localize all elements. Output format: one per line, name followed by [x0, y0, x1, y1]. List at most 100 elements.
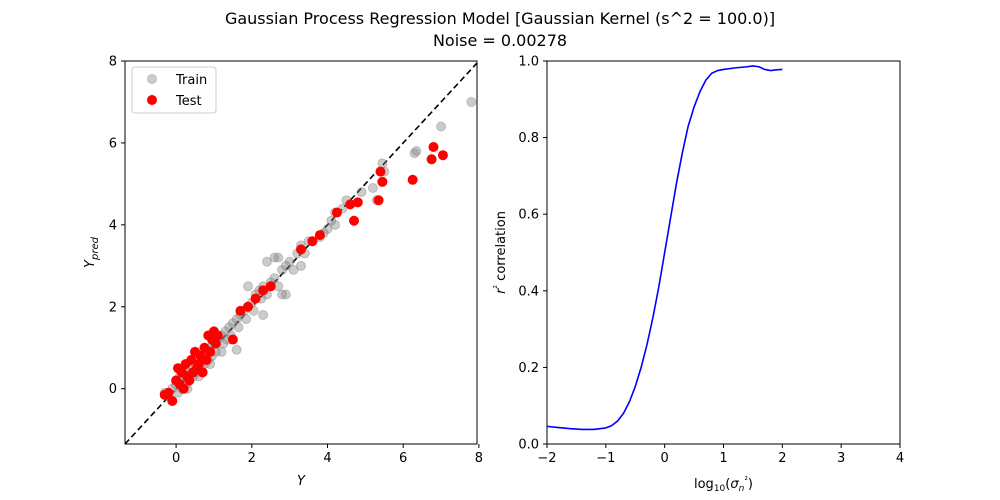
test-point-10 [184, 375, 195, 386]
train-point-87 [280, 289, 291, 300]
test-point-40 [375, 166, 386, 177]
train-point-80 [269, 252, 280, 263]
test-point-43 [426, 154, 437, 165]
line-xlabel-log: log [694, 477, 714, 492]
test-point-37 [348, 215, 359, 226]
train-point-30 [224, 322, 235, 333]
train-point-84 [330, 219, 341, 230]
test-point-42 [407, 174, 418, 185]
legend-label-train: Train [175, 73, 207, 88]
test-point-33 [307, 236, 318, 247]
line-ylabel: r² correlation [493, 211, 509, 294]
train-point-50 [280, 260, 291, 271]
train-point-63 [356, 187, 367, 198]
line-xtick-label-6: 4 [896, 451, 904, 466]
test-point-44 [428, 142, 439, 153]
test-point-17 [197, 367, 208, 378]
line-xtick-label-5: 3 [837, 451, 845, 466]
line-ylabel-r: r [494, 287, 509, 294]
test-point-38 [352, 197, 363, 208]
train-point-88 [243, 281, 254, 292]
line-xtick-label-1: −1 [596, 451, 615, 466]
figure-title-line1: Gaussian Process Regression Model [Gauss… [225, 9, 775, 28]
train-point-76 [216, 346, 227, 357]
scatter-xlabel: Y [297, 474, 306, 489]
test-point-28 [243, 301, 254, 312]
r2-curve [546, 65, 783, 431]
test-point-32 [296, 244, 306, 255]
test-point-35 [331, 207, 342, 218]
test-point-45 [437, 150, 448, 161]
test-point-41 [377, 176, 388, 187]
line-ytick-label-1: 0.2 [518, 361, 539, 376]
train-point-77 [231, 344, 242, 355]
line-xtick-label-0: −2 [537, 451, 556, 466]
train-point-66 [377, 158, 388, 169]
line-xlabel-sigma: σ [730, 477, 739, 492]
line-plot: −2 −1 0 1 2 3 40.00.20.40.60.81.0log10(σn²)r² … [493, 55, 904, 495]
line-ytick-label-0: 0.0 [518, 438, 539, 453]
test-point-31 [265, 281, 276, 292]
test-point-19 [201, 355, 212, 366]
train-point-52 [288, 264, 299, 275]
train-point-58 [322, 223, 333, 234]
train-point-37 [241, 314, 252, 325]
train-point-89 [296, 260, 306, 271]
test-point-25 [212, 330, 223, 341]
test-point-34 [314, 230, 325, 241]
scatter-axes-frame [124, 60, 478, 445]
line-xlabel: log10(σn²) [694, 476, 753, 494]
line-ytick-label-3: 0.6 [518, 208, 539, 223]
train-point-79 [277, 289, 288, 300]
test-point-2 [167, 395, 178, 406]
scatter-ytick-label-4: 8 [109, 55, 117, 70]
scatter-xtick-label-4: 8 [475, 451, 483, 466]
train-point-81 [261, 256, 272, 267]
legend-label-test: Test [175, 94, 202, 109]
test-point-26 [227, 334, 238, 345]
line-xtick-label-3: 1 [719, 451, 727, 466]
scatter-ylabel: Ypred [83, 236, 101, 268]
scatter-ytick-label-2: 4 [109, 218, 117, 233]
test-point-24 [210, 338, 221, 349]
legend-marker-train [147, 74, 157, 84]
test-point-29 [250, 293, 261, 304]
scatter-xtick-label-2: 4 [323, 451, 331, 466]
scatter-ytick-label-0: 0 [109, 382, 117, 397]
test-point-11 [186, 355, 197, 366]
line-ytick-label-5: 1.0 [518, 55, 539, 70]
line-ytick-label-4: 0.8 [518, 131, 539, 146]
scatter-xtick-label-0: 0 [172, 451, 180, 466]
train-point-51 [284, 256, 295, 267]
line-xlabel-close: ) [748, 477, 753, 492]
train-point-70 [436, 121, 447, 132]
test-point-1 [163, 387, 174, 398]
line-xlabel-base: 10 [714, 484, 726, 494]
line-ylabel-sup: ² [493, 285, 503, 289]
train-point-47 [269, 273, 280, 284]
line-ylabel-rest: correlation [494, 211, 509, 285]
train-point-32 [227, 318, 238, 329]
train-point-68 [409, 148, 420, 159]
train-point-64 [367, 182, 378, 193]
train-point-71 [466, 96, 477, 107]
scatter-marks [125, 61, 477, 444]
test-point-30 [258, 285, 269, 296]
scatter-ytick-label-3: 6 [109, 136, 117, 151]
test-point-39 [373, 195, 384, 206]
line-xlabel-sub-n: n [739, 484, 745, 494]
train-point-34 [233, 322, 244, 333]
train-point-28 [220, 326, 231, 337]
line-xlabel-open: ( [725, 477, 730, 492]
test-point-27 [235, 305, 246, 316]
train-point-49 [277, 264, 288, 275]
train-point-83 [326, 215, 337, 226]
scatter-ylabel-subscript: pred [90, 236, 101, 261]
scatter-xtick-label-3: 6 [399, 451, 407, 466]
train-point-86 [273, 252, 284, 263]
test-point-7 [178, 383, 189, 394]
test-point-21 [205, 346, 216, 357]
train-point-69 [411, 146, 422, 157]
